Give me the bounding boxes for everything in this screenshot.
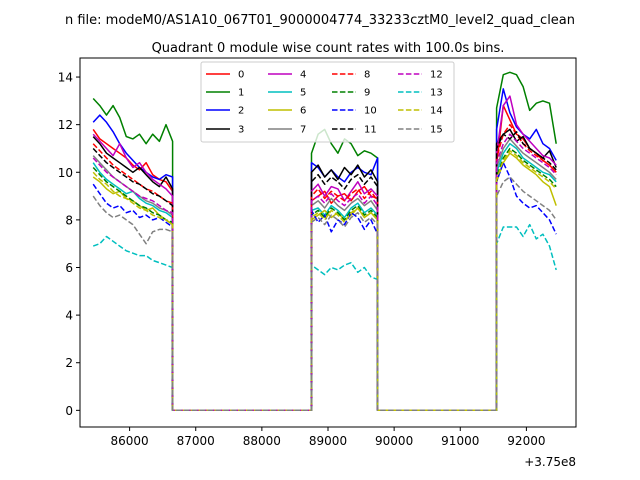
series-line-11	[92, 131, 557, 412]
legend-label-2: 2	[238, 106, 244, 117]
legend-label-14: 14	[430, 106, 443, 117]
legend-label-12: 12	[430, 70, 443, 81]
x-tick-label: 90000	[375, 434, 413, 448]
legend-label-9: 9	[364, 88, 370, 99]
x-offset-label: +3.75e8	[524, 455, 576, 469]
legend-label-5: 5	[300, 88, 306, 99]
legend-label-8: 8	[364, 70, 370, 81]
chart-title: Quadrant 0 module wise count rates with …	[152, 41, 505, 56]
series-line-8	[92, 123, 557, 412]
x-axis: 86000 87000 88000 89000 90000 91000 92000	[111, 427, 545, 448]
series-layer	[92, 71, 557, 412]
y-tick-label: 10	[58, 166, 73, 180]
series-line-3	[92, 128, 557, 412]
y-tick-label: 2	[65, 356, 73, 370]
legend-label-7: 7	[300, 125, 306, 136]
legend-frame	[200, 61, 455, 143]
legend-label-3: 3	[238, 125, 244, 136]
x-tick-label: 92000	[507, 434, 545, 448]
series-line-10	[92, 161, 557, 412]
y-axis: 0 2 4 6 8 10 12 14	[58, 71, 80, 418]
x-tick-label: 91000	[441, 434, 479, 448]
y-tick-label: 12	[58, 118, 73, 132]
legend-label-11: 11	[364, 125, 377, 136]
y-tick-label: 6	[65, 261, 73, 275]
y-tick-label: 4	[65, 309, 73, 323]
legend-label-1: 1	[238, 88, 244, 99]
legend-label-6: 6	[300, 106, 306, 117]
x-tick-label: 87000	[177, 434, 215, 448]
x-tick-label: 88000	[243, 434, 281, 448]
legend-label-15: 15	[430, 125, 443, 136]
x-tick-label: 89000	[309, 434, 347, 448]
series-line-0	[92, 104, 557, 412]
series-line-14	[92, 150, 557, 412]
series-line-9	[92, 147, 557, 412]
legend-label-13: 13	[430, 88, 443, 99]
y-tick-label: 14	[58, 71, 73, 85]
y-tick-label: 0	[65, 404, 73, 418]
series-line-15	[92, 176, 557, 412]
legend-label-0: 0	[238, 70, 244, 81]
legend-label-10: 10	[364, 106, 377, 117]
y-tick-label: 8	[65, 213, 73, 227]
series-line-4	[92, 95, 557, 412]
figure-suptitle: n file: modeM0/AS1A10_067T01_9000004774_…	[65, 13, 575, 28]
series-line-13	[92, 223, 557, 412]
x-tick-label: 86000	[111, 434, 149, 448]
legend-label-4: 4	[300, 70, 306, 81]
